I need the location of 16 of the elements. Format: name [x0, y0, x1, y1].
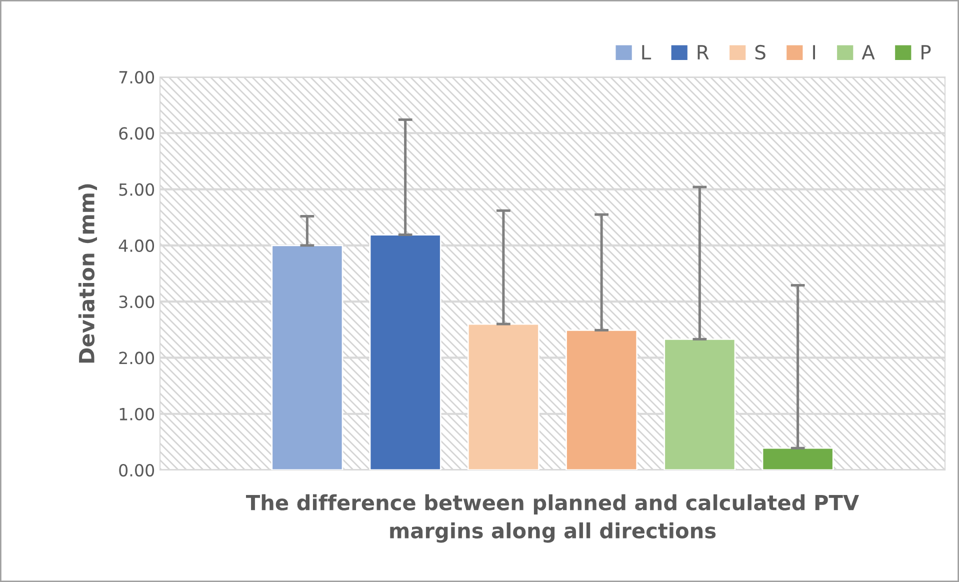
y-tick-label: 2.00 — [119, 352, 154, 364]
legend-label: P — [922, 45, 931, 60]
legend-label: A — [862, 45, 875, 60]
y-tick-label: 4.00 — [118, 239, 154, 252]
legend-label: L — [642, 45, 652, 60]
x-axis-title: The difference between planned and calculated PTV margins along all directions — [246, 494, 859, 543]
y-tick-label: 5.00 — [119, 183, 154, 196]
legend-label: R — [698, 45, 709, 60]
y-tick-label: 1.00 — [120, 408, 154, 420]
y-tick-label: 7.00 — [119, 70, 154, 84]
y-tick-label: 6.00 — [119, 127, 154, 140]
y-axis-title: Deviation (mm) — [78, 184, 97, 363]
legend-label: S — [755, 44, 766, 60]
y-tick-label: 0.00 — [119, 464, 154, 477]
legend-label: I — [813, 45, 816, 60]
y-tick-label: 3.00 — [119, 296, 154, 308]
